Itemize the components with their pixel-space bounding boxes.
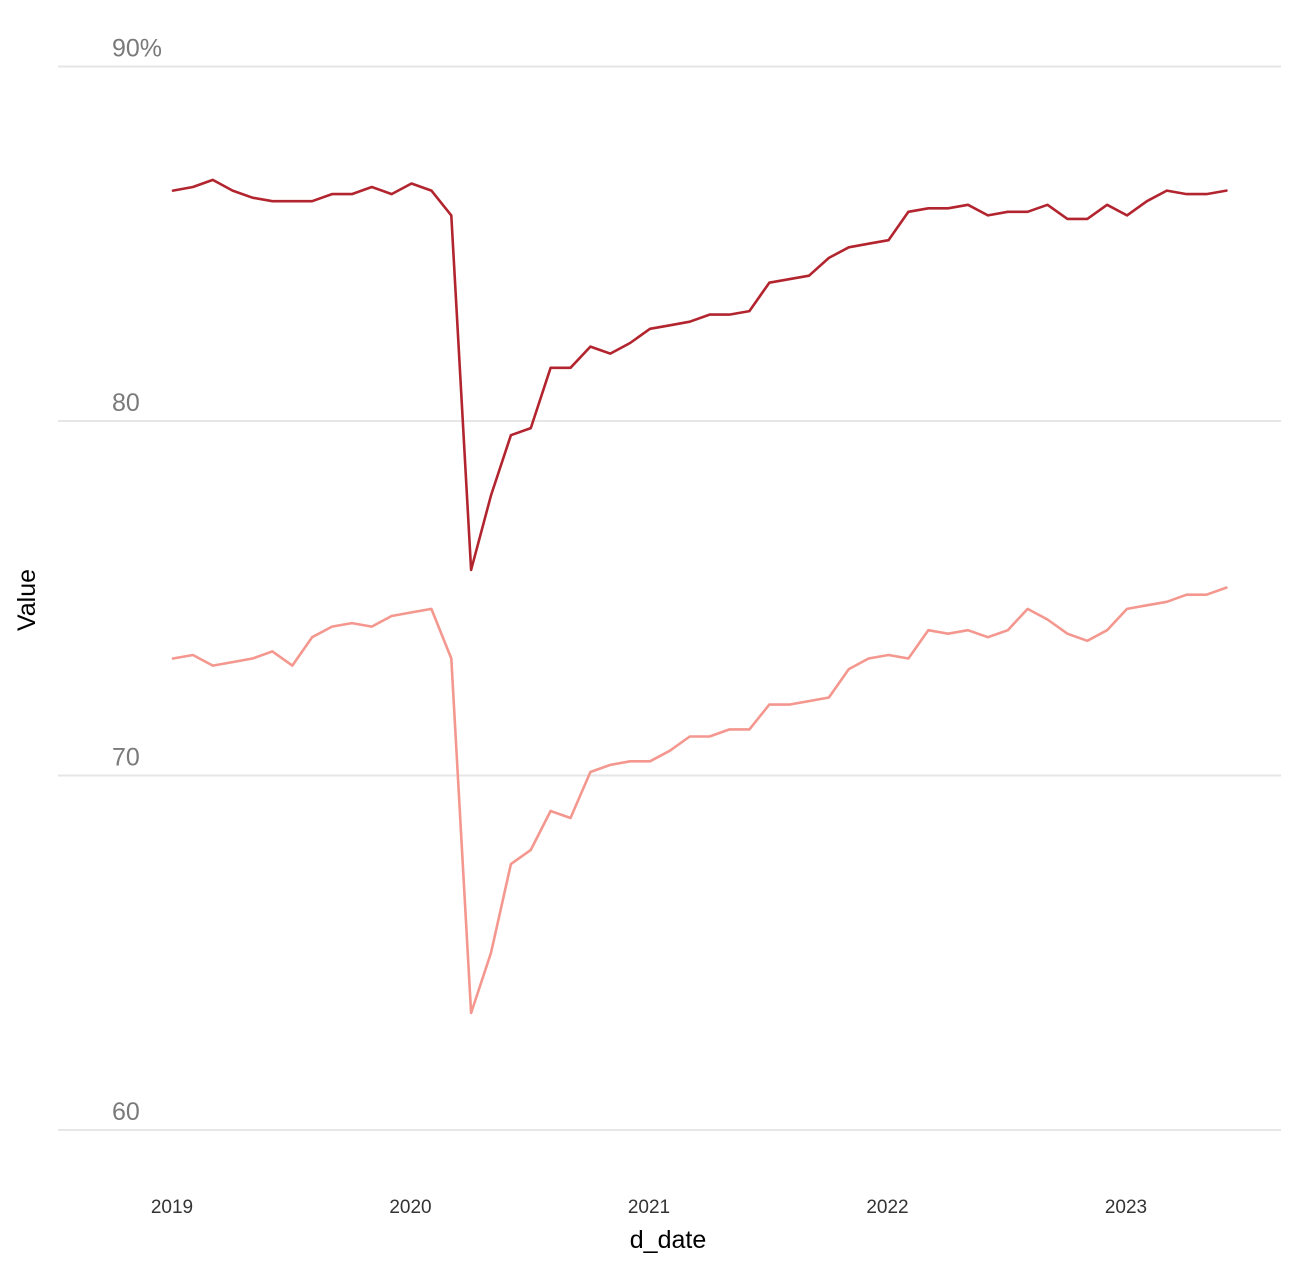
gridlines — [58, 65, 1281, 1131]
x-tick-label: 2023 — [1105, 1197, 1147, 1218]
x-tick-label: 2020 — [389, 1197, 431, 1218]
series-lines — [171, 178, 1228, 1015]
series-line-2 — [171, 586, 1228, 1015]
x-tick-label: 2022 — [866, 1197, 908, 1218]
y-tick-label: 80 — [112, 389, 140, 417]
y-axis-title: Value — [13, 569, 41, 631]
series-line-1 — [171, 178, 1228, 572]
y-tick-label: 70 — [112, 744, 140, 772]
x-tick-labels: 2019 2020 2021 2022 2023 — [151, 1197, 1147, 1218]
y-tick-labels: 60 70 80 90% — [112, 35, 162, 1127]
y-tick-label: 60 — [112, 1098, 140, 1126]
x-axis-title: d_date — [630, 1226, 706, 1254]
y-tick-label: 90% — [112, 35, 162, 63]
x-tick-label: 2021 — [628, 1197, 670, 1218]
x-tick-label: 2019 — [151, 1197, 193, 1218]
